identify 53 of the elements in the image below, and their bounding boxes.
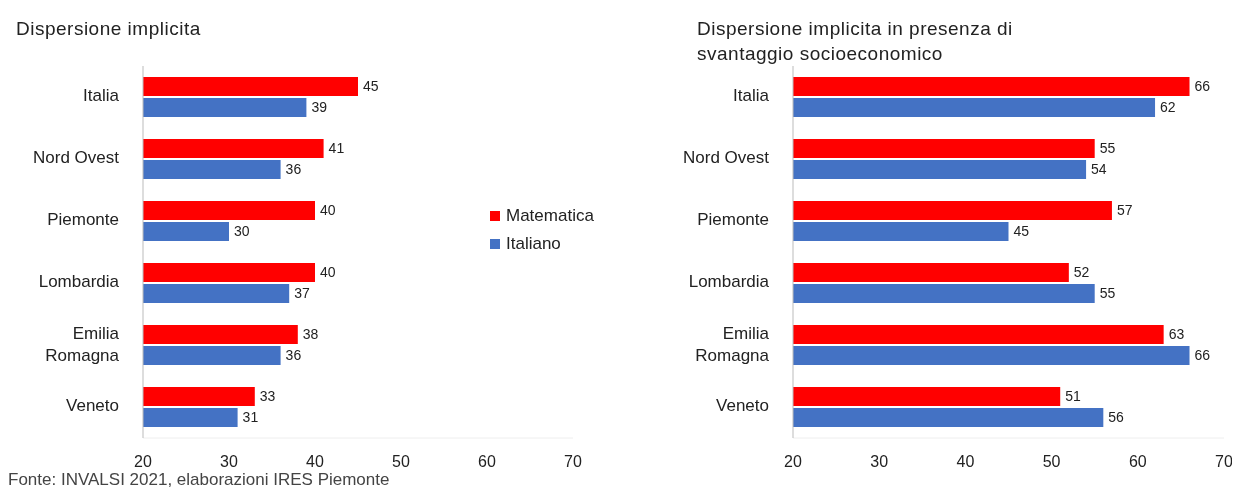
data-label: 40	[320, 202, 336, 219]
data-label: 31	[242, 409, 259, 426]
data-label: 41	[328, 140, 345, 157]
chart-title: Dispersione implicita in presenza di svantaggio socioeconomico	[697, 17, 1014, 66]
x-tick-label: 40	[956, 453, 975, 471]
x-tick-label: 60	[478, 453, 496, 471]
data-label: 55	[1099, 140, 1116, 157]
x-tick-label: 60	[1128, 453, 1147, 471]
data-label: 55	[1099, 285, 1116, 302]
x-tick-label: 40	[306, 453, 324, 471]
y-tick-label: Lombardia	[688, 272, 770, 292]
y-tick-label: Italia	[733, 86, 770, 106]
data-label: 30	[234, 223, 250, 240]
data-label: 66	[1194, 347, 1211, 364]
x-tick-label: 20	[134, 453, 152, 471]
y-tick-label: Italia	[83, 86, 120, 106]
legend-label: Matematica	[506, 206, 594, 226]
x-tick-label: 30	[870, 453, 889, 471]
data-label: 51	[1065, 388, 1082, 405]
source-note: Fonte: INVALSI 2021, elaborazioni IRES Piemonte	[8, 470, 390, 490]
data-label: 63	[1168, 326, 1185, 343]
y-tick-label: Emilia Romagna	[45, 324, 120, 366]
data-label: 45	[363, 78, 379, 95]
y-tick-label: Veneto	[66, 396, 119, 416]
y-tick-label: Nord Ovest	[683, 148, 770, 168]
data-label: 33	[259, 388, 276, 405]
data-label: 56	[1108, 409, 1125, 426]
x-tick-label: 50	[1042, 453, 1061, 471]
data-label: 36	[285, 161, 302, 178]
data-label: 39	[311, 99, 328, 116]
y-tick-label: Veneto	[716, 396, 769, 416]
data-label: 37	[294, 285, 310, 302]
data-label: 54	[1091, 161, 1107, 178]
data-label: 57	[1116, 202, 1133, 219]
x-tick-label: 50	[392, 453, 410, 471]
data-label: 52	[1073, 264, 1090, 281]
x-tick-label: 20	[784, 453, 802, 471]
x-tick-label: 30	[220, 453, 238, 471]
y-tick-label: Nord Ovest	[33, 148, 120, 168]
legend-label: Italiano	[506, 234, 561, 254]
y-tick-label: Piemonte	[697, 210, 769, 230]
data-label: 36	[285, 347, 302, 364]
data-label: 40	[320, 264, 336, 281]
data-label: 62	[1160, 99, 1176, 116]
y-tick-label: Emilia Romagna	[695, 324, 770, 366]
y-tick-label: Lombardia	[38, 272, 120, 292]
data-label: 66	[1194, 78, 1211, 95]
x-tick-label: 70	[564, 453, 582, 471]
data-label: 38	[302, 326, 319, 343]
x-tick-label: 70	[1215, 453, 1233, 471]
data-label: 45	[1013, 223, 1030, 240]
y-tick-label: Piemonte	[47, 210, 119, 230]
chart-title: Dispersione implicita	[16, 17, 202, 41]
